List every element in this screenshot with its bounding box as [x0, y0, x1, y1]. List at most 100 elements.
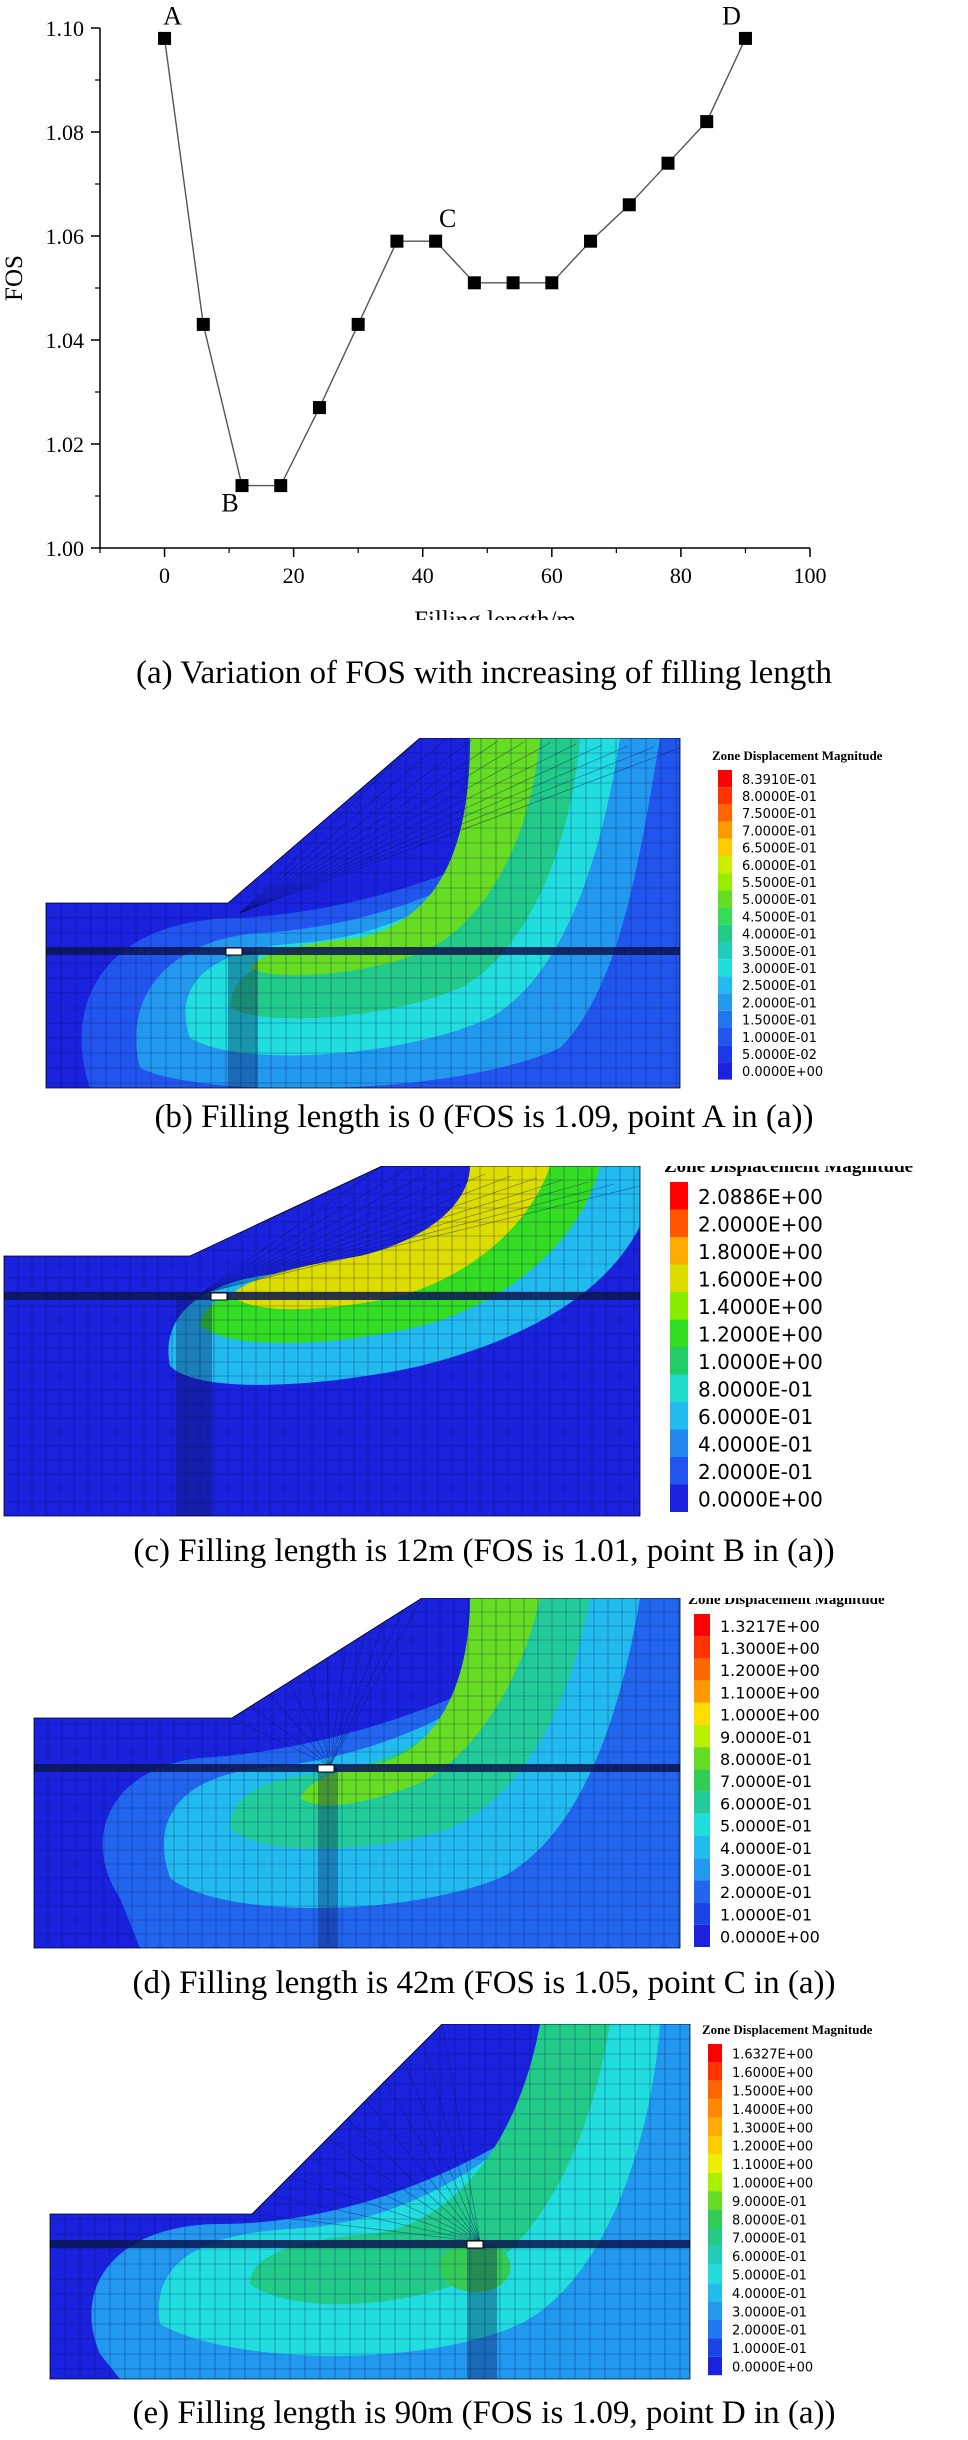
x-tick-label: 100	[794, 563, 827, 588]
tunnel-band	[4, 1292, 640, 1300]
legend-label: 1.6000E+00	[698, 1268, 823, 1292]
fan-line	[199, 1183, 615, 1295]
contour-plot-b: Zone Displacement Magnitude 8.3910E-01 8.0…	[45, 737, 883, 1089]
fan-line	[239, 738, 421, 914]
model-group	[49, 2023, 691, 2380]
legend-swatch	[708, 2356, 722, 2376]
y-tick-label: 1.08	[46, 120, 85, 145]
legend-title: Zone Displacement Magnitude	[712, 748, 883, 763]
legend-swatch	[694, 1836, 710, 1859]
contour-bands	[50, 2024, 690, 2379]
legend-label: 0.0000E+00	[698, 1488, 823, 1512]
displacement-band	[439, 2243, 511, 2293]
tunnel-face-marker	[317, 1764, 335, 1773]
legend-swatch	[718, 1045, 732, 1063]
x-tick-label: 20	[283, 563, 305, 588]
fan-line	[250, 1705, 331, 1767]
x-tick-label: 40	[412, 563, 434, 588]
legend-label: 1.6327E+00	[732, 2048, 813, 2063]
legend-label: 1.1000E+00	[732, 2158, 813, 2173]
fos-chart-panel: 0 20 40 60 80 100 1.00 1.02 1.04 1.06 1.08 1.10 Fill…	[0, 0, 968, 660]
displacement-band	[230, 1166, 550, 1310]
fan-line	[239, 744, 603, 914]
fan-line	[239, 742, 551, 914]
legend-label: 1.4000E+00	[732, 2103, 813, 2118]
legend-swatch	[718, 821, 732, 839]
legend-swatch	[694, 1858, 710, 1881]
legend-label: 7.5000E-01	[742, 807, 817, 822]
legend-swatch	[694, 1924, 710, 1947]
legend-label: 4.0000E-01	[742, 928, 817, 943]
legend-label: 8.0000E-01	[698, 1378, 813, 1402]
tunnel-face-marker	[225, 947, 243, 956]
point-label-d: D	[722, 1, 741, 30]
legend-label: 2.0000E-01	[742, 996, 817, 1011]
legend-label: 1.3217E+00	[720, 1617, 820, 1636]
model-group	[33, 1597, 681, 1949]
fan-line	[329, 1645, 347, 1767]
fan-line	[270, 2194, 481, 2243]
fan-line	[199, 1177, 537, 1295]
legend-swatch	[670, 1429, 688, 1457]
legend-label: 1.2000E+00	[732, 2140, 813, 2155]
fan-line	[199, 1179, 563, 1295]
fos-data-point	[545, 276, 559, 290]
legend-label: 4.0000E-01	[698, 1433, 813, 1457]
x-axis-label: Filling length/m	[414, 607, 576, 620]
caption-d: (d) Filling length is 42m (FOS is 1.05, …	[132, 1965, 836, 2001]
legend-label: 1.8000E+00	[698, 1240, 823, 1264]
fan-line	[239, 740, 499, 914]
legend-swatch	[718, 1028, 732, 1046]
legend-swatch	[718, 873, 732, 891]
fan-line	[269, 1693, 331, 1767]
fan-line	[441, 2024, 481, 2243]
legend-label: 7.0000E-01	[742, 824, 817, 839]
legend-swatch	[694, 1614, 710, 1637]
fan-line	[239, 738, 447, 914]
fan-line	[329, 1621, 385, 1767]
legend-swatch	[670, 1457, 688, 1485]
fan-line	[199, 1185, 640, 1295]
fan-line	[199, 1173, 486, 1295]
legend-swatch	[708, 2062, 722, 2081]
fan-line	[307, 1669, 331, 1767]
shaft-band	[176, 1296, 212, 1516]
legend-swatch	[718, 907, 732, 925]
legend-label: 0.0000E+00	[732, 2361, 813, 2376]
fos-data-point	[235, 479, 249, 493]
legend-swatch	[708, 2044, 722, 2063]
legend-swatch	[694, 1880, 710, 1903]
legend-swatch	[708, 2338, 722, 2357]
legend-label: 6.0000E-01	[698, 1405, 813, 1429]
fan-line	[239, 746, 655, 914]
fos-data-point	[196, 317, 210, 331]
legend-swatch	[718, 770, 732, 788]
legend-swatch	[708, 2320, 722, 2339]
legend-label: 6.0000E-01	[742, 859, 817, 874]
legend-swatch	[718, 976, 732, 994]
legend-label: 3.0000E-01	[742, 962, 817, 977]
legend-swatch	[694, 1658, 710, 1681]
shaft-band	[467, 2244, 497, 2379]
legend-title: Zone Displacement Magnitude	[688, 1598, 885, 1608]
y-tick-label: 1.04	[46, 328, 85, 353]
fan-line	[239, 741, 525, 914]
displacement-band	[300, 1598, 540, 1806]
legend-swatch	[694, 1636, 710, 1659]
legend-swatch	[708, 2136, 722, 2155]
legend-label: 9.0000E-01	[732, 2195, 807, 2210]
legend-swatch	[694, 1680, 710, 1703]
legend-label: 1.0000E-01	[742, 1031, 817, 1046]
legend-label: 4.0000E-01	[720, 1839, 812, 1858]
contour-bands	[34, 1598, 680, 1948]
legend-label: 1.2000E+00	[698, 1323, 823, 1347]
x-tick-label: 0	[159, 563, 170, 588]
legend-label: 3.0000E-01	[720, 1861, 812, 1880]
model-outline	[49, 2023, 691, 2380]
legend-swatch	[670, 1402, 688, 1430]
legend-label: 5.0000E-01	[742, 893, 817, 908]
legend-label: 1.0000E-01	[720, 1905, 812, 1924]
fan-line	[326, 1657, 331, 1767]
legend-label: 3.5000E-01	[742, 945, 817, 960]
fan-line	[199, 1175, 512, 1295]
